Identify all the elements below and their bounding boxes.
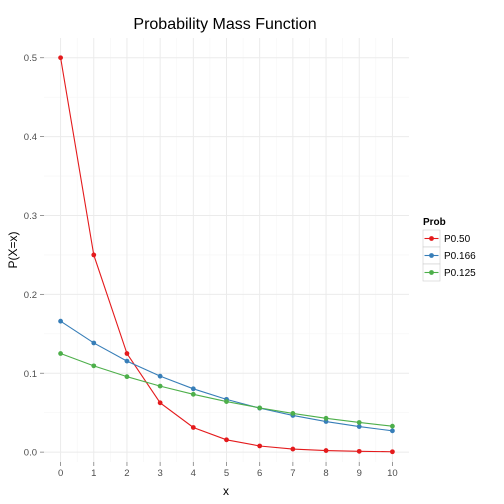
data-point <box>257 405 263 411</box>
data-point <box>91 252 97 258</box>
data-point <box>390 428 395 434</box>
data-point <box>124 351 130 356</box>
data-point <box>124 358 130 364</box>
data-point <box>58 318 63 324</box>
y-axis-title: P(X=x) <box>6 231 20 268</box>
data-point <box>157 373 163 379</box>
data-point <box>190 386 196 392</box>
x-tick-label: 10 <box>387 468 398 479</box>
y-tick-label: 0.0 <box>24 448 37 459</box>
y-tick-label: 0.4 <box>24 132 37 143</box>
x-axis-title: x <box>223 484 229 498</box>
legend-label: P0.50 <box>444 234 471 245</box>
grid-major <box>44 38 409 462</box>
legend: Prob P0.50 P0.166 P0.125 <box>422 217 476 282</box>
legend-key-point <box>429 236 434 241</box>
x-tick-label: 3 <box>157 468 162 479</box>
data-point <box>390 449 395 455</box>
data-point <box>290 411 296 416</box>
y-tick-label: 0.1 <box>24 369 37 380</box>
data-point <box>356 420 362 425</box>
data-point <box>323 448 329 453</box>
data-point <box>157 400 163 406</box>
legend-key-point <box>429 270 434 275</box>
legend-title: Prob <box>423 217 446 228</box>
data-point <box>356 424 362 429</box>
data-point <box>91 363 97 369</box>
legend-key-point <box>429 253 434 258</box>
legend-label: P0.125 <box>444 268 476 279</box>
legend-label: P0.166 <box>444 251 476 262</box>
data-point <box>157 383 163 389</box>
data-point <box>390 423 395 429</box>
data-point <box>224 399 229 404</box>
x-tick-label: 7 <box>290 468 295 479</box>
data-point <box>323 415 329 421</box>
x-tick-label: 0 <box>58 468 63 479</box>
y-tick-label: 0.3 <box>24 211 37 222</box>
x-tick-label: 1 <box>91 468 96 479</box>
x-axis: 0 1 2 3 4 5 6 7 8 9 10 <box>58 462 398 479</box>
data-point <box>190 425 196 430</box>
x-tick-label: 2 <box>124 468 129 479</box>
data-point <box>290 446 296 452</box>
x-tick-label: 6 <box>257 468 262 479</box>
x-tick-label: 8 <box>323 468 328 479</box>
data-point <box>356 448 362 454</box>
y-tick-label: 0.5 <box>24 53 37 64</box>
series-points <box>58 55 395 455</box>
data-point <box>224 437 229 443</box>
y-tick-label: 0.2 <box>24 290 37 301</box>
data-point <box>257 443 263 449</box>
x-tick-label: 5 <box>224 468 229 479</box>
data-point <box>58 55 63 61</box>
data-point <box>58 351 63 356</box>
y-axis: 0.0 0.1 0.2 0.3 0.4 0.5 <box>24 53 44 459</box>
chart-title: Probability Mass Function <box>133 16 316 33</box>
x-tick-label: 9 <box>357 468 362 479</box>
data-point <box>124 374 130 380</box>
x-tick-label: 4 <box>191 468 196 479</box>
data-point <box>91 340 97 346</box>
data-point <box>190 391 196 397</box>
